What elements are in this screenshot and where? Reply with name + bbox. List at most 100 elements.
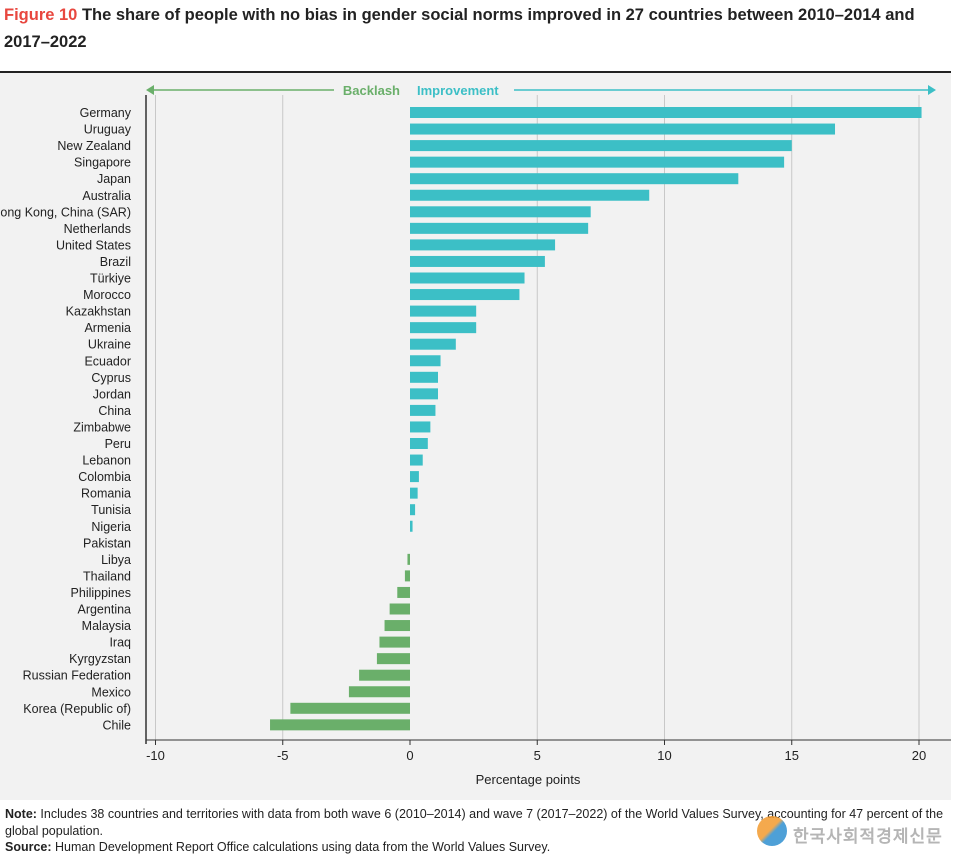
- category-label: Lebanon: [82, 454, 131, 468]
- category-label: Pakistan: [83, 536, 131, 550]
- bar: [410, 305, 477, 317]
- category-label: Ecuador: [84, 354, 131, 368]
- bar: [410, 272, 525, 284]
- category-label: Thailand: [83, 569, 131, 583]
- bar: [410, 206, 591, 218]
- logo-circle-icon: [757, 816, 787, 846]
- bar: [410, 156, 785, 168]
- bar: [410, 438, 428, 449]
- x-tick-label: 5: [534, 748, 541, 763]
- category-label: Chile: [103, 718, 132, 732]
- bar: [389, 603, 410, 615]
- x-tick-label: -10: [146, 748, 165, 763]
- category-label: Morocco: [83, 288, 131, 302]
- bar: [384, 620, 410, 632]
- figure-label: Figure 10: [4, 6, 78, 24]
- category-label: Mexico: [91, 685, 131, 699]
- bar: [410, 322, 477, 334]
- category-label: Jordan: [93, 387, 131, 401]
- watermark-text: 한국사회적경제신문: [793, 827, 943, 846]
- title-rule: [0, 71, 951, 73]
- bar: [290, 702, 410, 714]
- x-tick-label: 10: [657, 748, 671, 763]
- bar-chart: -10 -5 0 5 10 15 20 Percentage points Backlash Im…: [0, 83, 951, 787]
- category-label: Libya: [101, 553, 131, 567]
- bar: [410, 487, 418, 499]
- category-label: Nigeria: [91, 520, 131, 534]
- category-label: Kazakhstan: [66, 305, 131, 319]
- improvement-arrow-head-icon: [928, 85, 936, 95]
- notes-block: Note: Includes 38 countries and territor…: [5, 806, 960, 856]
- bar: [410, 388, 438, 400]
- bar: [410, 123, 836, 135]
- category-label: Malaysia: [82, 619, 131, 633]
- backlash-label: Backlash: [343, 83, 400, 98]
- category-label: Ukraine: [88, 338, 131, 352]
- bar: [410, 189, 650, 201]
- source-label: Source:: [5, 840, 52, 854]
- bar: [410, 338, 456, 350]
- category-label: Iraq: [109, 636, 131, 650]
- x-tick-label: 20: [912, 748, 926, 763]
- category-label: New Zealand: [57, 139, 131, 153]
- category-label: Argentina: [77, 603, 131, 617]
- note-label: Note:: [5, 807, 37, 821]
- bar: [397, 586, 410, 598]
- category-label: China: [98, 404, 131, 418]
- category-label: Tunisia: [91, 503, 131, 517]
- category-label: Peru: [105, 437, 131, 451]
- bar: [410, 520, 413, 532]
- category-label: United States: [56, 238, 131, 252]
- bar: [270, 719, 410, 731]
- watermark-logo: 한국사회적경제신문: [757, 816, 957, 850]
- bar: [410, 504, 416, 516]
- x-tick-label: 0: [406, 748, 413, 763]
- category-label: Korea (Republic of): [23, 702, 131, 716]
- category-label: Hong Kong, China (SAR): [0, 205, 131, 219]
- x-axis-title: Percentage points: [476, 772, 581, 787]
- category-label: Romania: [81, 487, 131, 501]
- bar: [410, 173, 739, 185]
- bar: [410, 239, 556, 251]
- bar: [410, 140, 792, 152]
- bar: [410, 454, 423, 466]
- category-label: Netherlands: [64, 222, 131, 236]
- category-label: Cyprus: [91, 371, 131, 385]
- bar: [410, 355, 441, 367]
- improvement-label: Improvement: [417, 83, 499, 98]
- bar: [410, 107, 922, 118]
- bar: [410, 421, 431, 433]
- source-text: Human Development Report Office calculat…: [51, 840, 551, 854]
- category-label: Kyrgyzstan: [69, 652, 131, 666]
- bar: [348, 686, 410, 698]
- category-label: Zimbabwe: [73, 420, 131, 434]
- bar: [410, 404, 436, 416]
- chart-title: Figure 10 The share of people with no bi…: [4, 2, 959, 56]
- category-label: Armenia: [84, 321, 131, 335]
- bar: [376, 653, 410, 665]
- category-label: Colombia: [78, 470, 131, 484]
- category-label: Uruguay: [84, 123, 132, 137]
- backlash-arrow-head-icon: [146, 85, 154, 95]
- bar: [410, 289, 520, 301]
- category-label: Philippines: [71, 586, 131, 600]
- category-label: Germany: [80, 106, 132, 120]
- note-text: Includes 38 countries and territories wi…: [5, 807, 944, 838]
- category-label: Singapore: [74, 156, 131, 170]
- bar: [410, 371, 438, 383]
- figure-title-text: The share of people with no bias in gend…: [4, 6, 915, 51]
- bar: [410, 255, 545, 267]
- category-label: Brazil: [100, 255, 131, 269]
- bar: [410, 222, 589, 234]
- bar: [379, 636, 410, 648]
- x-tick-label: -5: [277, 748, 289, 763]
- source-line: Source: Human Development Report Office …: [5, 839, 960, 856]
- bar: [404, 570, 410, 582]
- bar: [410, 471, 419, 483]
- category-label: Australia: [82, 189, 131, 203]
- note-line: Note: Includes 38 countries and territor…: [5, 806, 960, 839]
- category-label: Türkiye: [90, 272, 131, 286]
- bar: [407, 553, 410, 565]
- x-tick-label: 15: [785, 748, 799, 763]
- category-label: Russian Federation: [23, 669, 131, 683]
